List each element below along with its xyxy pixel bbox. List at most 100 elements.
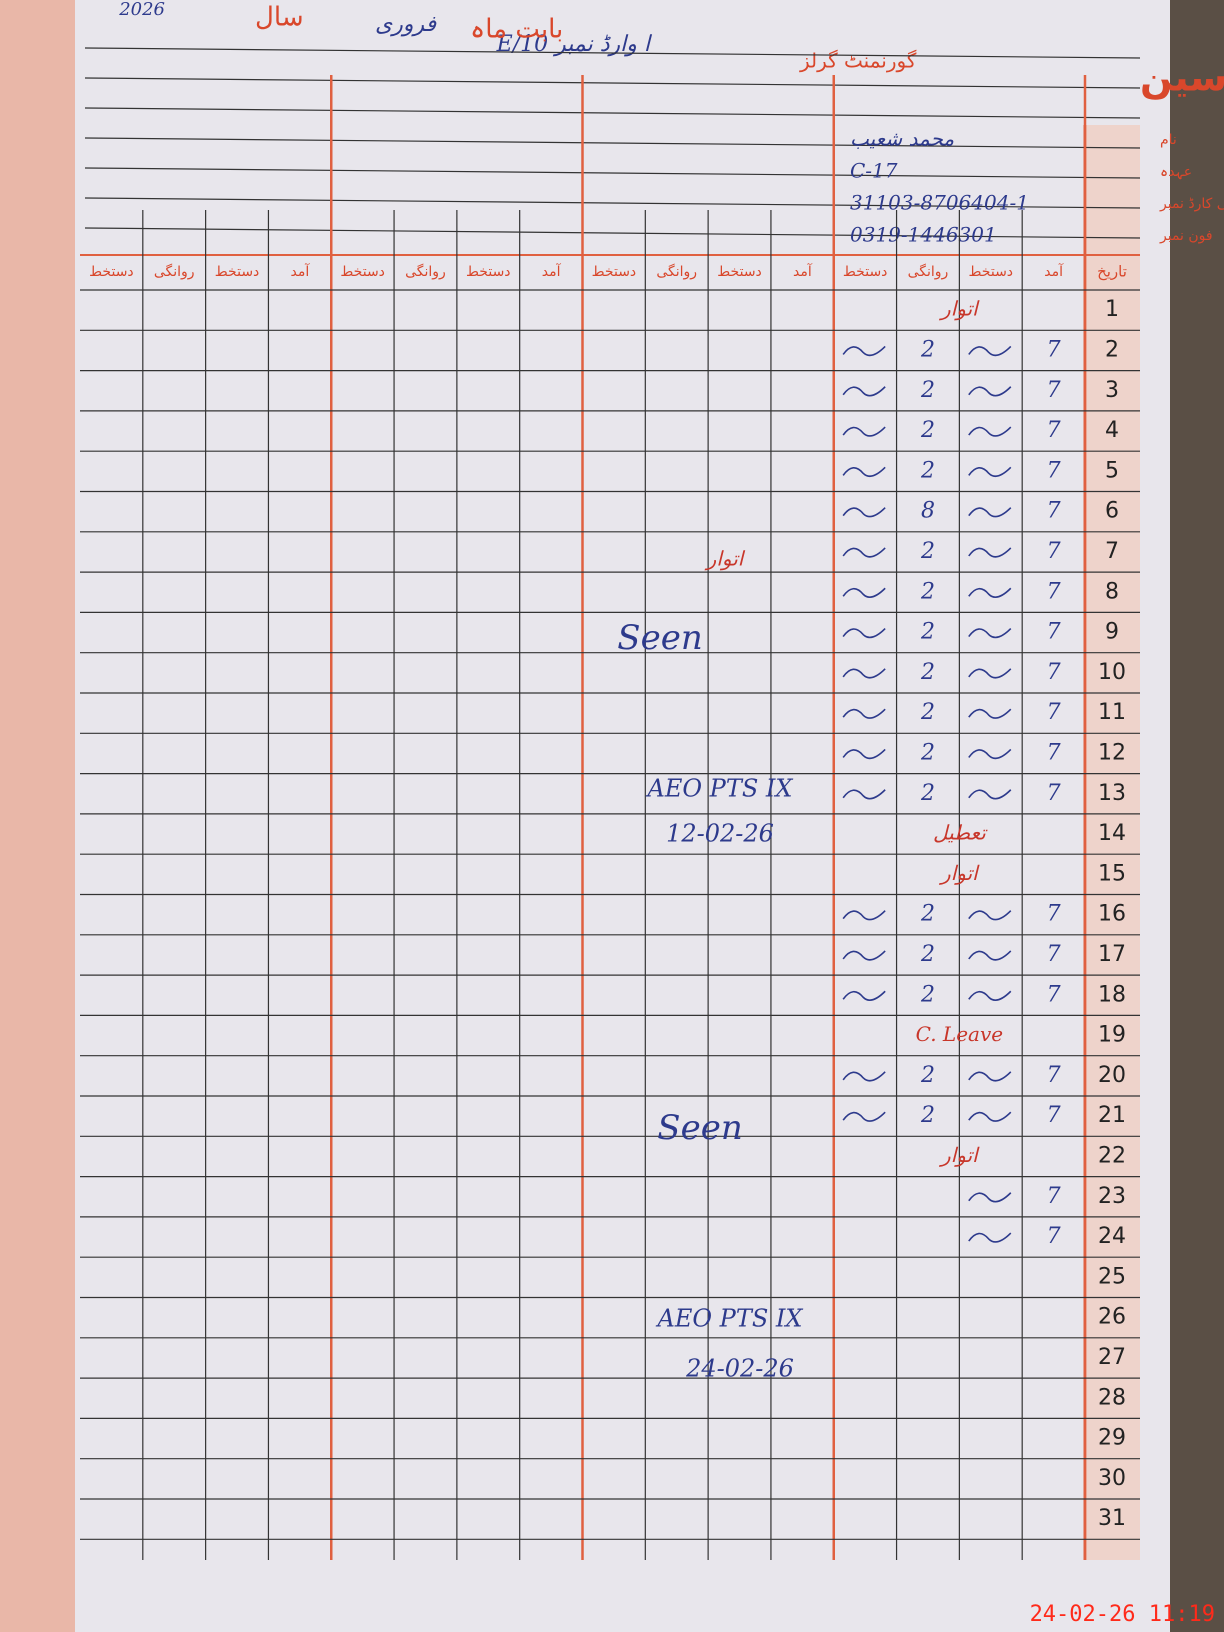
day-number: 4 bbox=[1105, 418, 1119, 443]
signature bbox=[968, 1192, 1012, 1203]
arrival-time: 7 bbox=[1047, 982, 1061, 1007]
departure-time: 2 bbox=[920, 337, 935, 362]
annotation: اتوار bbox=[704, 547, 746, 571]
departure-time: 8 bbox=[921, 499, 935, 524]
day-number: 3 bbox=[1105, 378, 1119, 403]
year-label: سال bbox=[255, 3, 304, 33]
signature bbox=[842, 507, 886, 518]
day-number: 5 bbox=[1105, 458, 1119, 483]
signature bbox=[968, 386, 1012, 397]
column-header: دستخط bbox=[466, 264, 511, 280]
signature bbox=[842, 345, 886, 357]
arrival-time: 7 bbox=[1047, 1224, 1061, 1249]
arrival-time: 7 bbox=[1047, 418, 1061, 443]
annotation: AEO PTS IX bbox=[646, 775, 794, 803]
day-number: 31 bbox=[1098, 1506, 1126, 1531]
column-header: روانگی bbox=[656, 263, 697, 280]
annotation: Seen bbox=[657, 1108, 742, 1148]
ruled-line bbox=[84, 167, 1141, 179]
ruled-line bbox=[84, 77, 1141, 89]
year: 2026 bbox=[118, 0, 165, 20]
arrival-time: 7 bbox=[1047, 660, 1061, 685]
departure-time: 2 bbox=[920, 700, 935, 725]
day-number: 2 bbox=[1105, 337, 1119, 362]
field-value: 0319-1446301 bbox=[850, 223, 997, 247]
arrival-time: 7 bbox=[1047, 337, 1061, 362]
column-header: دستخط bbox=[843, 264, 888, 280]
departure-time: 2 bbox=[920, 458, 935, 483]
column-header: روانگی bbox=[154, 263, 195, 280]
field-value: محمد شعیب bbox=[850, 127, 954, 151]
day-number: 14 bbox=[1098, 821, 1126, 846]
ruled-line bbox=[84, 227, 1141, 239]
arrival-time: 7 bbox=[1047, 1103, 1061, 1128]
day-number: 8 bbox=[1105, 579, 1119, 604]
arrival-time: 7 bbox=[1047, 781, 1061, 806]
signature bbox=[842, 426, 886, 437]
signature bbox=[968, 507, 1012, 518]
column-header: دستخط bbox=[89, 264, 134, 280]
arrival-time: 7 bbox=[1047, 499, 1061, 524]
day-number: 13 bbox=[1098, 781, 1126, 806]
day-number: 12 bbox=[1098, 740, 1126, 765]
annotation: Seen bbox=[617, 618, 702, 658]
departure-time: 2 bbox=[920, 902, 935, 927]
column-header: آمد bbox=[290, 263, 310, 280]
ruled-line bbox=[84, 197, 1141, 209]
signature bbox=[968, 789, 1012, 800]
day-number: 16 bbox=[1098, 902, 1126, 927]
signature bbox=[968, 627, 1012, 639]
day-number: 26 bbox=[1098, 1305, 1126, 1330]
arrival-time: 7 bbox=[1047, 700, 1061, 725]
ruled-line bbox=[84, 47, 1141, 59]
field-label: شناختی کارڈ نمبر bbox=[1159, 196, 1224, 212]
day-number: 18 bbox=[1098, 982, 1126, 1007]
day-number: 9 bbox=[1105, 620, 1119, 645]
departure-time: 2 bbox=[920, 982, 935, 1007]
day-number: 15 bbox=[1098, 861, 1126, 886]
departure-time: 2 bbox=[920, 660, 935, 685]
day-number: 29 bbox=[1098, 1426, 1126, 1451]
day-number: 30 bbox=[1098, 1466, 1126, 1491]
arrival-time: 7 bbox=[1047, 1063, 1061, 1088]
day-note: تعطیل bbox=[933, 821, 988, 845]
signature bbox=[968, 1111, 1012, 1122]
signature bbox=[968, 587, 1012, 598]
arrival-time: 7 bbox=[1047, 458, 1061, 483]
day-number: 20 bbox=[1098, 1063, 1126, 1088]
day-number: 24 bbox=[1098, 1224, 1126, 1249]
signature bbox=[842, 547, 886, 558]
arrival-time: 7 bbox=[1047, 1184, 1061, 1209]
column-header: دستخط bbox=[717, 264, 762, 280]
day-number: 22 bbox=[1098, 1143, 1126, 1168]
month: فروری bbox=[375, 12, 437, 37]
day-number: 27 bbox=[1098, 1345, 1126, 1370]
departure-time: 2 bbox=[920, 620, 935, 645]
signature bbox=[842, 1071, 886, 1082]
signature bbox=[968, 990, 1012, 1001]
field-label: فون نمبر bbox=[1159, 228, 1213, 244]
signature bbox=[842, 587, 886, 598]
day-number: 28 bbox=[1098, 1385, 1126, 1410]
annotation: 24-02-26 bbox=[685, 1355, 794, 1383]
arrival-time: 7 bbox=[1047, 579, 1061, 604]
signature bbox=[842, 910, 886, 921]
arrival-time: 7 bbox=[1047, 620, 1061, 645]
signature bbox=[842, 748, 886, 760]
departure-time: 2 bbox=[920, 539, 935, 564]
title: رجسٹر حاضری مدرسین bbox=[1140, 56, 1224, 100]
day-note: C. Leave bbox=[916, 1022, 1003, 1046]
departure-time: 2 bbox=[920, 1063, 935, 1088]
column-header: دستخط bbox=[592, 264, 637, 280]
signature bbox=[968, 426, 1012, 437]
day-note: اتوار bbox=[938, 297, 980, 321]
arrival-time: 7 bbox=[1047, 378, 1061, 403]
column-header: دستخط bbox=[969, 264, 1014, 280]
column-header: روانگی bbox=[908, 263, 949, 280]
signature bbox=[842, 466, 886, 478]
column-header: روانگی bbox=[405, 263, 446, 280]
signature bbox=[842, 627, 886, 639]
signature bbox=[842, 708, 886, 719]
timestamp: 24-02-26 11:19 bbox=[1030, 1602, 1215, 1627]
